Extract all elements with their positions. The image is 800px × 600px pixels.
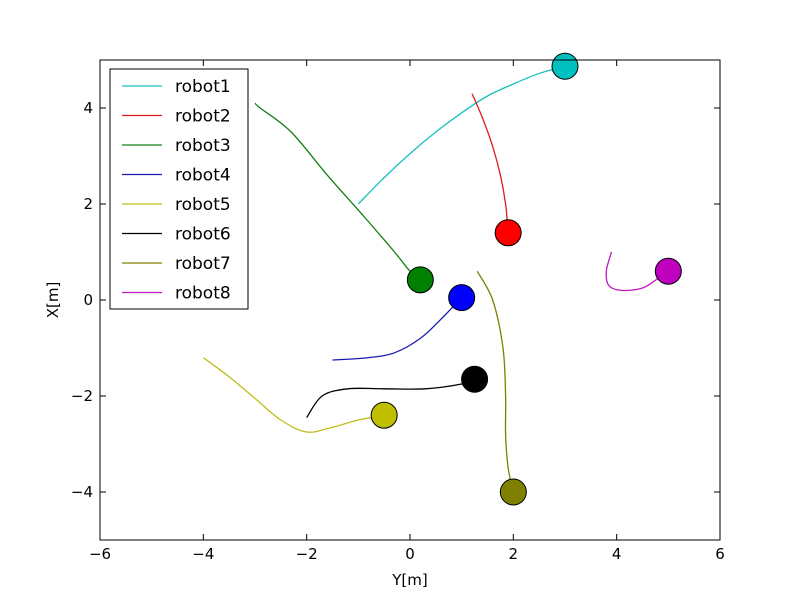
x-tick-label: 0 [405, 545, 415, 563]
x-axis-label: Y[m] [391, 571, 427, 589]
legend: robot1 robot2 robot3 robot4 robot5 robot6 robo… [109, 68, 249, 310]
legend-label-robot2: robot2 [175, 107, 231, 127]
legend-box [109, 68, 249, 310]
y-tick-label: −2 [71, 387, 93, 405]
robot5-trajectory [202, 357, 385, 433]
y-tick-label: 2 [83, 195, 93, 213]
y-tick-label: 0 [83, 291, 93, 309]
legend-label-robot5: robot5 [175, 195, 231, 215]
legend-label-robot3: robot3 [175, 136, 231, 156]
robot3-trajectory [254, 102, 421, 281]
legend-label-robot4: robot4 [175, 166, 231, 186]
robot1-trajectory [357, 65, 566, 205]
robot6-marker [461, 365, 489, 393]
x-tick-label: −4 [192, 545, 214, 563]
robot5-marker [370, 401, 398, 429]
robot4-marker [448, 284, 476, 312]
robot-markers [370, 52, 682, 506]
robot1-marker [551, 52, 579, 80]
legend-label-robot6: robot6 [175, 225, 231, 245]
y-axis-label: X[m] [44, 282, 62, 319]
legend-label-robot7: robot7 [175, 254, 231, 274]
x-tick-label: 4 [612, 545, 622, 563]
legend-label-robot8: robot8 [175, 284, 231, 304]
x-tick-label: 6 [715, 545, 725, 563]
robot4-trajectory [332, 297, 463, 361]
x-tick-label: 2 [509, 545, 519, 563]
y-tick-label: 4 [83, 99, 93, 117]
robot2-marker [494, 219, 522, 247]
x-tick-label: −6 [89, 545, 111, 563]
robot7-marker [499, 478, 527, 506]
robot3-marker [406, 266, 434, 294]
robot8-marker [654, 257, 682, 285]
x-tick-label: −2 [296, 545, 318, 563]
robot6-trajectory [306, 378, 475, 418]
y-tick-label: −4 [71, 483, 93, 501]
robot7-trajectory [476, 270, 514, 493]
axis-ticks: −6 −4 −2 0 2 4 6 −4 −2 0 2 4 [71, 60, 725, 563]
robot2-trajectory [471, 93, 509, 233]
legend-label-robot1: robot1 [175, 77, 231, 97]
